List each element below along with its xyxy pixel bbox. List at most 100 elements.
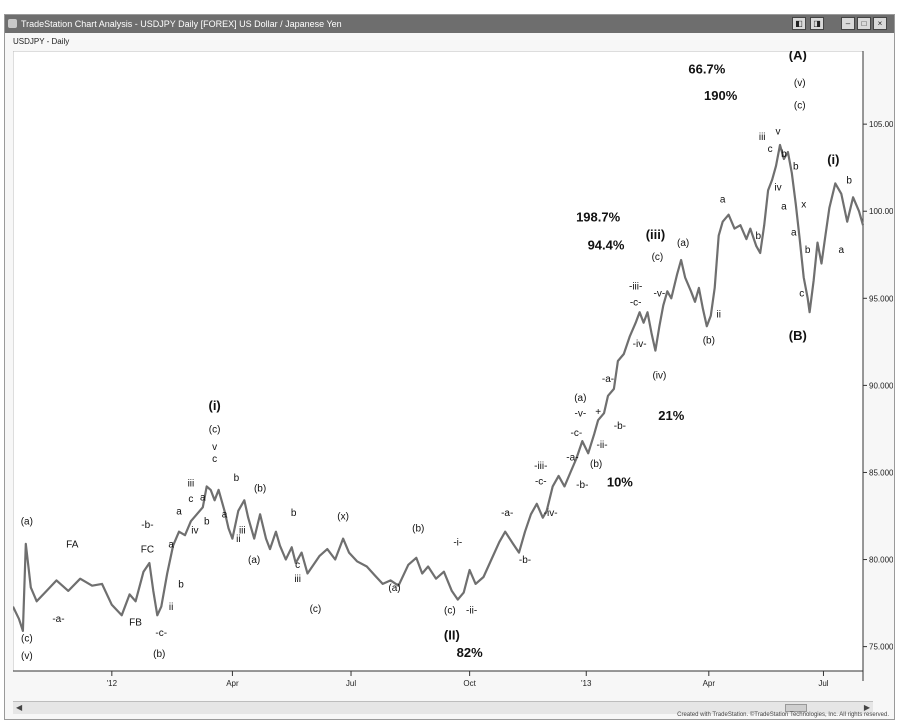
horizontal-scrollbar[interactable]: ◀ ▶	[13, 701, 873, 714]
wave-label: -c-	[630, 297, 642, 308]
wave-label: -iii-	[629, 282, 642, 293]
y-tick-label: 75.000	[869, 643, 893, 652]
wave-label: v	[212, 442, 217, 453]
wave-label: b	[234, 473, 240, 484]
wave-label: a	[168, 539, 174, 550]
x-tick-label: Oct	[463, 679, 476, 688]
wave-label: (v)	[21, 651, 33, 662]
price-chart[interactable]: 105.000 100.000 95.000 90.000 85.000 80.000 75…	[13, 51, 893, 699]
x-tick-label: Apr	[226, 679, 239, 688]
wave-label: (b)	[703, 336, 715, 347]
wave-label: a	[838, 245, 844, 256]
toolbar-icon[interactable]: ◧	[792, 17, 806, 30]
wave-label: iv	[774, 182, 781, 193]
scroll-right-icon[interactable]: ▶	[863, 703, 870, 712]
wave-label: FC	[141, 545, 154, 556]
price-series-line	[13, 143, 865, 632]
title-bar[interactable]: TradeStation Chart Analysis - USDJPY Dai…	[5, 15, 894, 33]
window-title: TradeStation Chart Analysis - USDJPY Dai…	[21, 19, 342, 29]
wave-label: (iii)	[646, 227, 666, 242]
y-tick-label: 80.000	[869, 556, 893, 565]
wave-label: -ii-	[466, 606, 477, 617]
wave-label: -i-	[453, 538, 462, 549]
wave-label: 190%	[704, 88, 738, 103]
wave-label: 82%	[457, 645, 483, 660]
wave-label: 94.4%	[588, 238, 625, 253]
wave-label: iii	[759, 132, 766, 143]
wave-label: b	[793, 161, 799, 172]
wave-label: +	[595, 407, 601, 418]
x-tick-label: Apr	[703, 679, 716, 688]
wave-label: b	[755, 231, 761, 242]
wave-label: (b)	[590, 459, 602, 470]
wave-label: iv	[191, 525, 198, 536]
wave-label: -b-	[614, 421, 626, 432]
wave-label: b	[781, 149, 787, 160]
wave-label: -iii-	[534, 461, 547, 472]
wave-label: a	[791, 228, 797, 239]
wave-label: -a-	[566, 452, 578, 463]
wave-label: FA	[66, 539, 79, 550]
wave-label: (A)	[789, 51, 807, 63]
x-tick-label: '13	[581, 679, 592, 688]
wave-label: (i)	[827, 152, 839, 167]
wave-label: a	[176, 506, 182, 517]
app-icon	[8, 19, 17, 28]
wave-label: -v-	[574, 409, 586, 420]
wave-label: iii	[239, 525, 246, 536]
wave-label: b	[846, 175, 852, 186]
close-icon[interactable]: ×	[873, 17, 887, 30]
wave-label: (c)	[652, 252, 664, 263]
wave-label: ii	[169, 602, 173, 613]
y-tick-label: 100.000	[869, 207, 893, 216]
wave-label: c	[188, 494, 193, 505]
y-tick-label: 105.000	[869, 120, 893, 129]
wave-label: FB	[129, 618, 142, 629]
chart-window: TradeStation Chart Analysis - USDJPY Dai…	[4, 14, 895, 720]
wave-label: c	[212, 454, 217, 465]
wave-label: 10%	[607, 474, 633, 489]
wave-label: (iv)	[652, 370, 666, 381]
wave-label: (c)	[794, 100, 806, 111]
wave-label: -a-	[52, 614, 64, 625]
wave-label: (a)	[21, 517, 33, 528]
wave-label: a	[200, 492, 206, 503]
wave-label: a	[222, 510, 228, 521]
wave-label: x	[801, 200, 806, 211]
maximize-icon[interactable]: □	[857, 17, 871, 30]
x-tick-label: Jul	[818, 679, 828, 688]
wave-label: -c-	[571, 428, 583, 439]
wave-label: 21%	[658, 408, 684, 423]
wave-label: iii	[188, 478, 195, 489]
wave-label: -c-	[535, 477, 547, 488]
wave-label: (a)	[574, 393, 586, 404]
y-tick-label: 95.000	[869, 294, 893, 303]
wave-label: b	[204, 517, 210, 528]
x-tick-label: '12	[107, 679, 118, 688]
wave-label: b	[178, 579, 184, 590]
wave-label: (II)	[444, 628, 460, 643]
credit-text: Created with TradeStation. ©TradeStation…	[677, 712, 889, 718]
wave-label: b	[291, 508, 297, 519]
wave-label: (v)	[794, 78, 806, 89]
minimize-icon[interactable]: –	[841, 17, 855, 30]
y-tick-label: 90.000	[869, 381, 893, 390]
wave-label: iii	[294, 574, 301, 585]
wave-label: (x)	[337, 511, 349, 522]
scroll-thumb[interactable]	[785, 704, 807, 712]
wave-label: c	[768, 144, 773, 155]
wave-label: ii	[236, 534, 240, 545]
wave-label: -b-	[141, 520, 153, 531]
wave-label: (a)	[248, 555, 260, 566]
wave-label: 198.7%	[576, 210, 621, 225]
wave-label: a	[781, 201, 787, 212]
wave-label: (c)	[209, 424, 221, 435]
wave-label: -a-	[602, 374, 614, 385]
scroll-left-icon[interactable]: ◀	[16, 703, 23, 712]
wave-label: ii	[716, 309, 720, 320]
wave-label: (a)	[677, 238, 689, 249]
x-tick-label: Jul	[346, 679, 356, 688]
wave-label: (b)	[412, 524, 424, 535]
wave-label: (b)	[254, 484, 266, 495]
toolbar-icon[interactable]: ◨	[810, 17, 824, 30]
